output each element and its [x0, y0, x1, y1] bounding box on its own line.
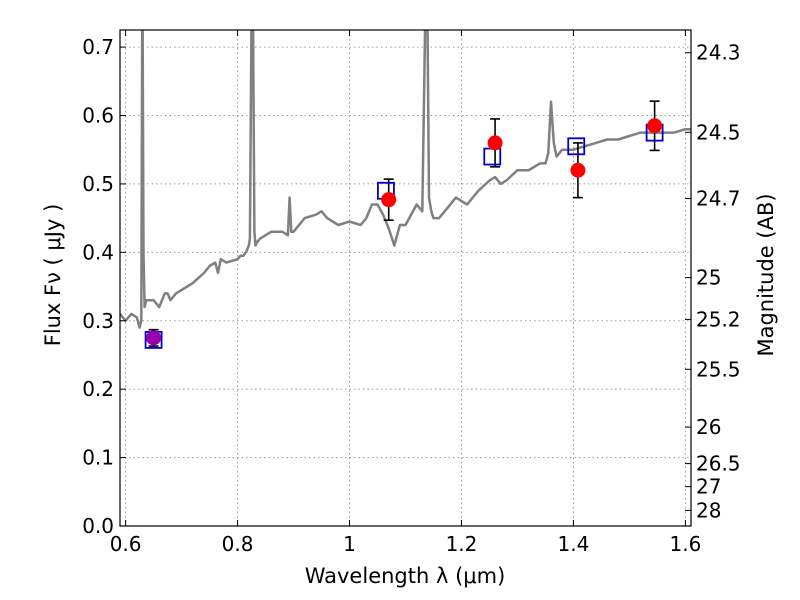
x-tick-label: 1.2	[446, 532, 478, 556]
y2-tick-label: 25.5	[696, 357, 741, 381]
x-axis-label: Wavelength λ (μm)	[305, 564, 506, 588]
y2-tick-label: 26	[696, 415, 721, 439]
x-tick-label: 1	[343, 532, 356, 556]
axis-ticks: 0.6 0.8 1 1.2 1.4 1.6 0.0 0.1 0.2 0.3 0.4 0.5 0.6 0.7…	[82, 30, 741, 556]
y2-tick-label: 25	[696, 266, 721, 290]
x-tick-label: 0.6	[110, 532, 142, 556]
photometry-points	[144, 100, 664, 349]
y-tick-label: 0.2	[82, 377, 114, 401]
y-tick-label: 0.5	[82, 172, 114, 196]
y2-tick-label: 26.5	[696, 452, 741, 476]
observed-flux-point	[487, 135, 503, 151]
observed-flux-point	[570, 162, 586, 178]
y-tick-label: 0.7	[82, 35, 114, 59]
y2-tick-label: 24.7	[696, 187, 741, 211]
observed-flux-point	[146, 330, 162, 346]
y2-tick-label: 24.5	[696, 120, 741, 144]
model-spectrum	[120, 30, 691, 329]
y2-tick-label: 25.2	[696, 307, 741, 331]
grid-lines	[120, 30, 691, 527]
y2-axis-label: Magnitude (AB)	[754, 193, 778, 356]
x-tick-label: 1.6	[669, 532, 701, 556]
x-tick-label: 0.8	[222, 532, 254, 556]
y2-tick-label: 27	[696, 475, 721, 499]
spectrum-line	[120, 30, 691, 329]
y-tick-label: 0.1	[82, 446, 114, 470]
model-square-point	[567, 137, 586, 156]
observed-flux-point	[381, 192, 397, 208]
y-tick-label: 0.6	[82, 104, 114, 128]
plot-frame	[119, 29, 692, 527]
y2-tick-label: 28	[696, 498, 721, 522]
x-tick-label: 1.4	[558, 532, 590, 556]
y-axis-label: Flux Fν ( μJy )	[41, 204, 65, 347]
y-tick-label: 0.0	[82, 514, 114, 538]
y-tick-label: 0.4	[82, 240, 114, 264]
model-square-point	[483, 147, 502, 166]
y2-tick-label: 24.3	[696, 41, 741, 65]
y-tick-label: 0.3	[82, 309, 114, 333]
observed-flux-point	[647, 118, 663, 134]
